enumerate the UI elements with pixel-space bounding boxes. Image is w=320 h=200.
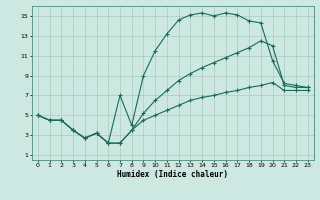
X-axis label: Humidex (Indice chaleur): Humidex (Indice chaleur) bbox=[117, 170, 228, 179]
